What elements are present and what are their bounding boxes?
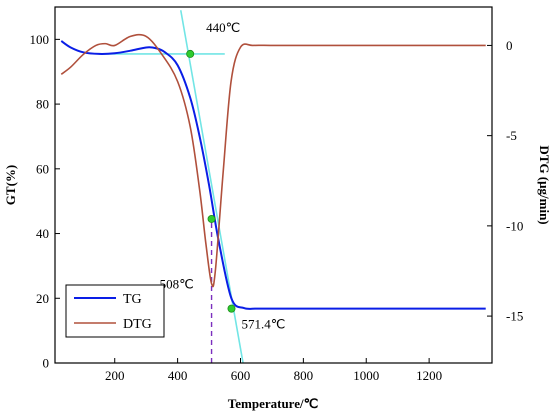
y-left-tick-label-4: 80 — [36, 97, 49, 112]
annotation-label-1: 508℃ — [160, 276, 194, 291]
y-right-tick-label-0: 0 — [506, 38, 513, 53]
series-line-tg — [60, 40, 486, 310]
marker-point-2 — [227, 304, 236, 313]
x-axis-title: Temperature/℃ — [228, 396, 318, 411]
y-right-tick-label-2: -10 — [506, 218, 523, 233]
x-tick-label-5: 1200 — [416, 368, 442, 383]
plot-area: 440℃ 508℃ 571.4℃ — [60, 10, 486, 363]
annotation-label-2: 571.4℃ — [241, 317, 285, 332]
series-line-dtg — [60, 33, 486, 288]
y-left-tick-label-1: 20 — [36, 291, 49, 306]
x-tick-label-1: 400 — [168, 368, 188, 383]
marker-point-0 — [186, 49, 195, 58]
legend-box — [65, 284, 165, 338]
y-right-tick-label-3: -15 — [506, 309, 523, 324]
plot-frame — [54, 6, 493, 364]
y-axis-right-title: DTG (μg/min) — [537, 145, 550, 224]
x-tick-label-4: 1000 — [353, 368, 379, 383]
y-axis-left-title: GT(%) — [3, 165, 18, 205]
y-left-tick-label-0: 0 — [43, 356, 50, 371]
legend-label-tg: TG — [123, 292, 142, 307]
marker-point-1 — [207, 214, 216, 223]
y-left-tick-label-5: 100 — [30, 32, 50, 47]
y-right-tick-label-1: -5 — [506, 128, 517, 143]
legend: TG DTG — [65, 284, 165, 338]
x-tick-label-2: 600 — [231, 368, 251, 383]
y-left-tick-label-3: 60 — [36, 161, 49, 176]
annotation-label-0: 440℃ — [206, 20, 240, 35]
x-tick-label-3: 800 — [294, 368, 314, 383]
y-left-tick-label-2: 40 — [36, 226, 49, 241]
x-tick-label-0: 200 — [105, 368, 125, 383]
legend-label-dtg: DTG — [123, 317, 152, 332]
